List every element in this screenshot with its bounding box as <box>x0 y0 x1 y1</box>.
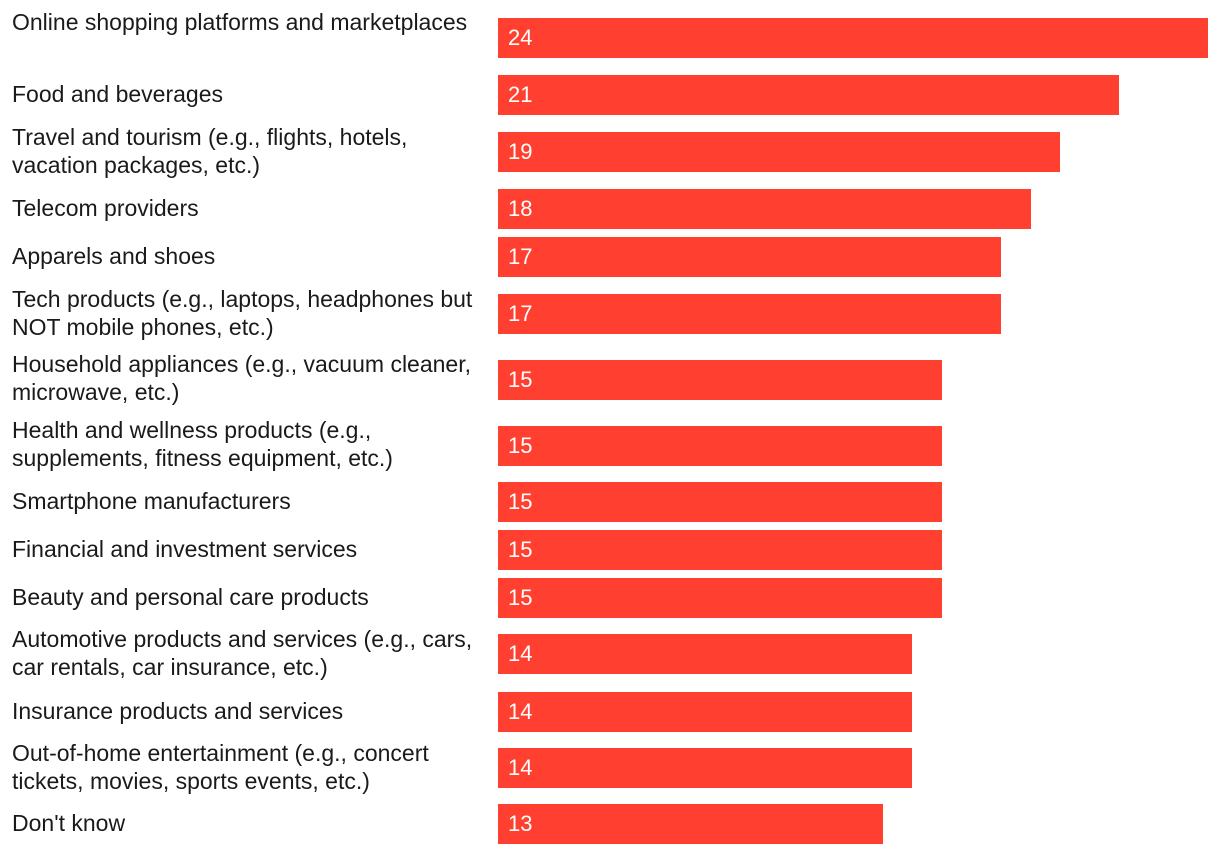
bar: 17 <box>498 294 1001 334</box>
category-label: Automotive products and services (e.g., … <box>12 626 473 680</box>
bar: 13 <box>498 804 883 844</box>
bar: 15 <box>498 426 942 466</box>
bar-value-label: 15 <box>508 367 533 392</box>
bar-value-label: 15 <box>508 433 533 458</box>
bar-value-label: 15 <box>508 585 533 610</box>
category-label: Telecom providers <box>12 195 199 221</box>
bar-value-label: 15 <box>508 489 533 514</box>
bar: 15 <box>498 578 942 618</box>
category-label: Travel and tourism (e.g., flights, hotel… <box>12 124 408 178</box>
category-label: Food and beverages <box>12 81 223 107</box>
bar: 15 <box>498 482 942 522</box>
bar: 24 <box>498 18 1208 58</box>
bar-value-label: 15 <box>508 537 533 562</box>
bar: 15 <box>498 360 942 400</box>
category-label: Household appliances (e.g., vacuum clean… <box>12 351 472 405</box>
bar: 14 <box>498 692 912 732</box>
category-label: Smartphone manufacturers <box>12 488 291 514</box>
bar-value-label: 21 <box>508 82 533 107</box>
bar: 19 <box>498 132 1060 172</box>
category-label: Insurance products and services <box>12 698 344 724</box>
bar-value-label: 14 <box>508 699 533 724</box>
bar: 15 <box>498 530 942 570</box>
category-label: Health and wellness products (e.g., supp… <box>12 417 393 471</box>
bar: 18 <box>498 189 1031 229</box>
category-label: Financial and investment services <box>12 536 358 562</box>
bar-value-label: 24 <box>508 25 533 50</box>
bar-value-label: 17 <box>508 244 533 269</box>
bar-value-label: 19 <box>508 139 533 164</box>
bar-value-label: 14 <box>508 641 533 666</box>
bar: 17 <box>498 237 1001 277</box>
category-label: Don't know <box>12 810 126 836</box>
bar: 14 <box>498 634 912 674</box>
category-label: Apparels and shoes <box>12 243 216 269</box>
category-label: Online shopping platforms and marketplac… <box>12 9 468 35</box>
category-label: Out-of-home entertainment (e.g., concert… <box>12 740 429 794</box>
bar-value-label: 13 <box>508 811 533 836</box>
bar: 21 <box>498 75 1119 115</box>
category-label: Tech products (e.g., laptops, headphones… <box>12 286 473 340</box>
bar-value-label: 14 <box>508 755 533 780</box>
category-label: Beauty and personal care products <box>12 584 369 610</box>
bar-value-label: 17 <box>508 301 533 326</box>
bar-value-label: 18 <box>508 196 533 221</box>
bar: 14 <box>498 748 912 788</box>
